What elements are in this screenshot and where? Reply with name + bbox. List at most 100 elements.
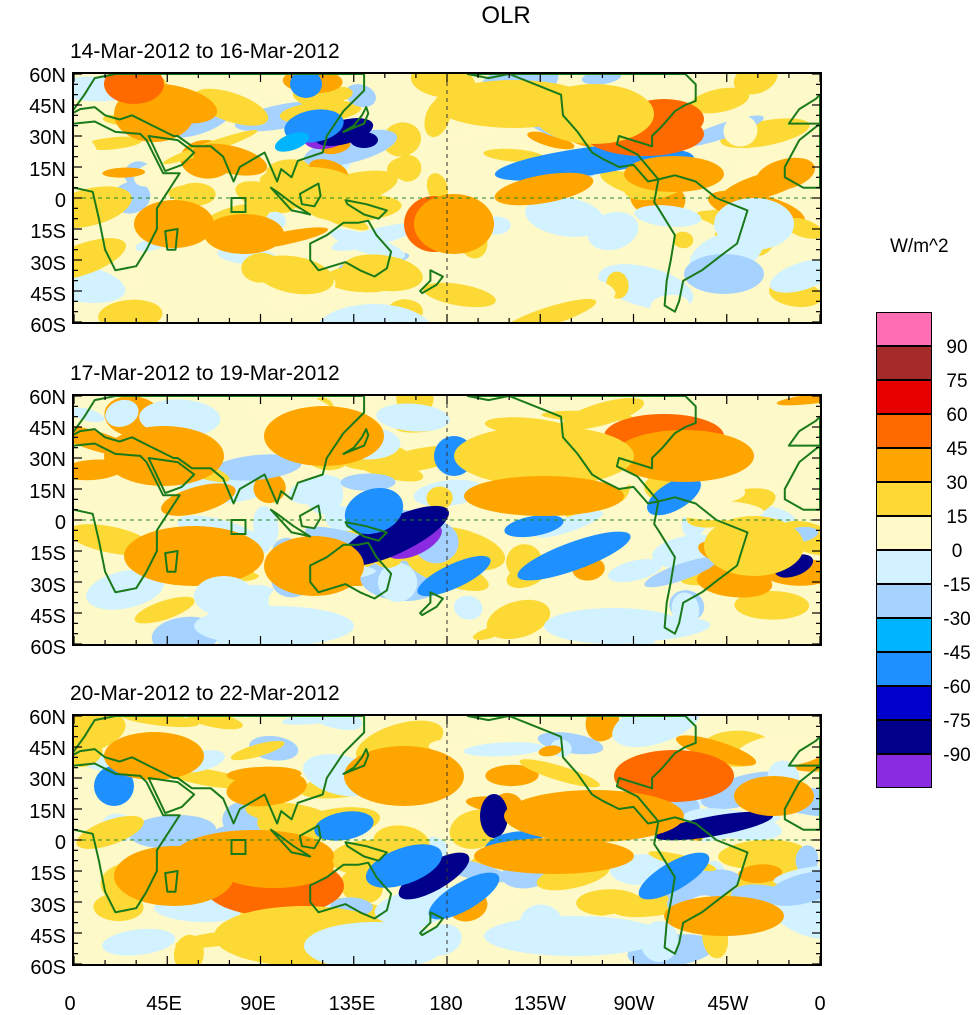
- colorbar-swatch: [876, 380, 932, 414]
- olr-anomaly-blob: [377, 562, 418, 603]
- region-box: [230, 839, 247, 855]
- colorbar-label: -75: [943, 711, 971, 732]
- olr-anomaly-blob: [734, 590, 810, 620]
- olr-anomaly-blob: [344, 746, 464, 806]
- colorbar-label: 30: [946, 473, 968, 494]
- colorbar-swatch: [876, 618, 932, 652]
- coastline: [466, 396, 697, 505]
- olr-anomaly-blob: [102, 928, 176, 956]
- olr-anomaly-blob: [124, 526, 264, 586]
- olr-anomaly-blob: [784, 217, 820, 239]
- olr-anomaly-blob: [426, 486, 453, 510]
- coastline: [344, 199, 388, 220]
- panel-2-title: 17-Mar-2012 to 19-Mar-2012: [70, 362, 340, 385]
- lat-label: 30N: [29, 769, 66, 791]
- olr-anomaly-blob: [314, 811, 374, 841]
- olr-anomaly-blob: [123, 267, 149, 291]
- coastline: [342, 428, 370, 455]
- coastline: [147, 135, 196, 173]
- coastline: [309, 541, 393, 600]
- olr-anomaly-blob: [474, 838, 634, 874]
- lat-label: 15N: [29, 159, 66, 181]
- coastline: [787, 415, 820, 447]
- coastline: [309, 219, 393, 278]
- olr-anomaly-blob: [226, 770, 307, 807]
- olr-map-2: [74, 396, 820, 644]
- olr-anomaly-blob: [185, 716, 243, 730]
- olr-anomaly-blob: [264, 406, 384, 466]
- region-box: [230, 197, 247, 213]
- coastline: [164, 550, 179, 573]
- lat-label: 15S: [30, 543, 66, 565]
- olr-anomaly-blob: [74, 186, 132, 229]
- olr-anomaly-blob: [504, 790, 684, 842]
- lon-label: 90E: [240, 993, 276, 1015]
- olr-anomaly-blob: [434, 80, 594, 128]
- olr-anomaly-blob: [634, 205, 702, 227]
- olr-anomaly-blob: [563, 276, 616, 302]
- olr-anomaly-blob: [253, 505, 279, 548]
- lon-label: 135E: [328, 993, 376, 1015]
- olr-anomaly-blob: [255, 74, 288, 97]
- olr-anomaly-blob: [673, 231, 694, 249]
- olr-anomaly-blob: [464, 476, 624, 516]
- olr-anomaly-blob: [193, 88, 269, 126]
- coastline: [74, 396, 366, 505]
- olr-anomaly-blob: [684, 254, 764, 294]
- olr-anomaly-blob: [194, 606, 354, 644]
- olr-anomaly-blob: [212, 454, 302, 481]
- figure-title: OLR: [481, 2, 531, 29]
- coastline: [147, 777, 196, 815]
- olr-anomaly-blob: [502, 298, 597, 322]
- olr-anomaly-blob: [120, 716, 200, 728]
- coastline: [419, 591, 444, 617]
- olr-anomaly-blob: [422, 282, 496, 308]
- olr-map-3: [74, 716, 820, 964]
- lat-label: 60S: [30, 957, 66, 979]
- colorbar-label: -90: [943, 745, 971, 766]
- olr-anomaly-blob: [690, 87, 750, 114]
- olr-anomaly-blob: [426, 173, 449, 203]
- lat-label: 60N: [29, 387, 66, 409]
- lat-label: 30S: [30, 253, 66, 275]
- olr-anomaly-blob: [607, 559, 662, 583]
- olr-anomaly-blob: [769, 259, 820, 293]
- coastline: [74, 762, 181, 914]
- olr-anomaly-blob: [98, 299, 163, 322]
- coastline: [269, 186, 312, 216]
- coastline: [74, 120, 181, 272]
- coastline: [783, 764, 820, 831]
- olr-anomaly-blob: [517, 531, 631, 581]
- olr-anomaly-blob: [173, 934, 204, 964]
- colorbar-swatch: [876, 312, 932, 346]
- coastline: [653, 174, 749, 313]
- olr-anomaly-blob: [376, 403, 450, 432]
- olr-anomaly-blob: [624, 156, 724, 192]
- colorbar-swatch: [876, 346, 932, 380]
- olr-anomaly-blob: [453, 595, 483, 620]
- lon-label: 180: [429, 993, 463, 1015]
- olr-anomaly-blob: [339, 505, 449, 567]
- olr-anomaly-blob: [319, 304, 429, 322]
- coastline: [344, 521, 388, 542]
- olr-anomaly-blob: [441, 125, 499, 146]
- colorbar-label: 0: [951, 541, 963, 562]
- olr-anomaly-blob: [194, 576, 254, 616]
- coastline: [419, 269, 444, 295]
- lat-label: 45S: [30, 926, 66, 948]
- olr-anomaly-blob: [485, 764, 539, 787]
- coastline: [269, 508, 312, 538]
- colorbar-label: -30: [943, 609, 971, 630]
- map-panel-3: [72, 714, 822, 966]
- colorbar-label: 60: [946, 405, 968, 426]
- olr-anomaly-blob: [714, 198, 794, 250]
- olr-anomaly-blob: [134, 596, 195, 624]
- coastline: [653, 496, 749, 635]
- coastline: [466, 716, 697, 825]
- olr-anomaly-blob: [538, 745, 562, 757]
- coastline: [164, 228, 179, 251]
- olr-anomaly-blob: [74, 463, 98, 479]
- olr-anomaly-blob: [644, 557, 719, 588]
- lon-label: 45E: [146, 993, 182, 1015]
- olr-anomaly-blob: [398, 852, 470, 900]
